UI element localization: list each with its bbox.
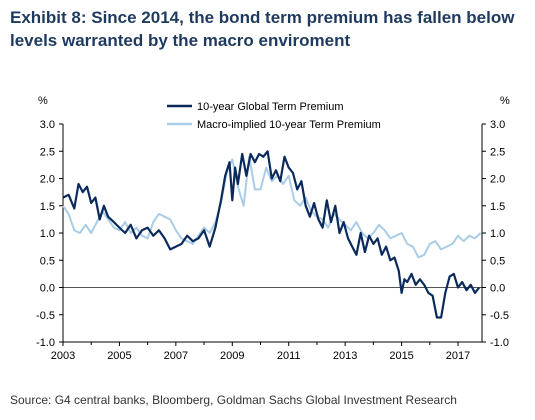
legend: 10-year Global Term Premium Macro-implied… xyxy=(167,101,381,131)
y-tick-label-right: 2.0 xyxy=(490,174,505,186)
x-tick-label: 2007 xyxy=(164,350,188,362)
axes: 3.0 3.0 2.5 2.5 2.0 2.0 1.5 1.5 1.0 1.0 0.5 0.5 0.0 0… xyxy=(36,119,509,362)
y-tick-label-left: 3.0 xyxy=(40,119,55,131)
x-tick-label: 2015 xyxy=(389,350,413,362)
y-tick-label-right: 1.5 xyxy=(490,201,505,213)
y-tick-label-right: -1.0 xyxy=(490,337,509,349)
y-tick-label-left: 1.0 xyxy=(40,228,55,240)
y-tick-label-right: 1.0 xyxy=(490,228,505,240)
x-tick-label: 2011 xyxy=(277,350,301,362)
x-tick-label: 2017 xyxy=(446,350,470,362)
y-tick-label-left: 0.0 xyxy=(40,283,55,295)
legend-label-global: 10-year Global Term Premium xyxy=(197,101,344,113)
x-tick-label: 2009 xyxy=(220,350,244,362)
y-tick-label-left: 2.0 xyxy=(40,174,55,186)
y-tick-label-left: 1.5 xyxy=(40,201,55,213)
y-tick-label-right: -0.5 xyxy=(490,310,509,322)
x-tick-label: 2013 xyxy=(333,350,357,362)
y-unit-left: % xyxy=(38,95,48,107)
chart-title: Exhibit 8: Since 2014, the bond term pre… xyxy=(10,8,515,50)
y-tick-label-right: 3.0 xyxy=(490,119,505,131)
y-tick-label-right: 0.5 xyxy=(490,255,505,267)
legend-label-macro: Macro-implied 10-year Term Premium xyxy=(197,119,381,131)
series-line-global-term-premium xyxy=(62,150,481,319)
y-tick-label-right: 2.5 xyxy=(490,146,505,158)
series-layer xyxy=(62,150,482,319)
y-tick-label-left: 0.5 xyxy=(40,255,55,267)
x-tick-label: 2003 xyxy=(51,350,75,362)
y-tick-label-left: 2.5 xyxy=(40,146,55,158)
y-tick-label-left: -1.0 xyxy=(36,337,55,349)
y-unit-right: % xyxy=(500,95,510,107)
y-tick-label-left: -0.5 xyxy=(36,310,55,322)
source-note: Source: G4 central banks, Bloomberg, Gol… xyxy=(10,393,457,407)
x-tick-label: 2005 xyxy=(107,350,131,362)
y-tick-label-right: 0.0 xyxy=(490,283,505,295)
